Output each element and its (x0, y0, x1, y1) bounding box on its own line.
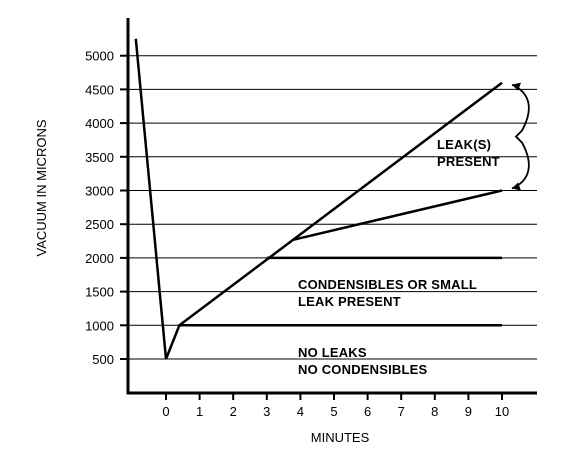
series-lines (134, 38, 503, 360)
axes (120, 18, 537, 400)
x-tick-label-0: 0 (162, 404, 169, 419)
brace-arrowhead-bottom (512, 182, 521, 191)
y-tick-label-2500: 2500 (85, 217, 114, 232)
x-tick-label-10: 10 (495, 404, 509, 419)
x-axis-title: MINUTES (311, 430, 370, 445)
y-tick-label-4000: 4000 (85, 116, 114, 131)
series-line-1 (134, 38, 503, 360)
y-tick-label-3500: 3500 (85, 150, 114, 165)
y-tick-label-4500: 4500 (85, 82, 114, 97)
y-tick-label-500: 500 (92, 352, 114, 367)
annotation-1-line-2: PRESENT (437, 154, 500, 169)
annotation-2-line-2: LEAK PRESENT (298, 294, 401, 309)
annotation-3-line-1: NO LEAKS (298, 345, 367, 360)
annotation-3-line-2: NO CONDENSIBLES (298, 362, 428, 377)
x-tick-label-5: 5 (330, 404, 337, 419)
annotations: LEAK(S) PRESENT CONDENSIBLES OR SMALL LEAK … (298, 137, 500, 377)
annotation-2-line-1: CONDENSIBLES OR SMALL (298, 277, 477, 292)
y-tick-label-1500: 1500 (85, 285, 114, 300)
tick-labels: 500 1000 1500 2000 2500 3000 3500 4000 4500 5000 0… (85, 49, 509, 419)
y-axis-title: VACUUM IN MICRONS (34, 119, 49, 256)
x-tick-label-2: 2 (230, 404, 237, 419)
x-tick-label-8: 8 (431, 404, 438, 419)
annotation-1-line-1: LEAK(S) (437, 137, 491, 152)
series-line-4 (293, 189, 503, 241)
y-tick-label-5000: 5000 (85, 49, 114, 64)
x-tick-label-7: 7 (398, 404, 405, 419)
y-tick-label-1000: 1000 (85, 318, 114, 333)
x-tick-label-6: 6 (364, 404, 371, 419)
brace-arrowhead-top (512, 82, 521, 91)
x-tick-label-1: 1 (196, 404, 203, 419)
y-tick-label-3000: 3000 (85, 184, 114, 199)
x-tick-label-4: 4 (297, 404, 304, 419)
leak-range-brace (511, 82, 530, 191)
y-tick-label-2000: 2000 (85, 251, 114, 266)
brace-curve (511, 83, 530, 190)
x-tick-label-3: 3 (263, 404, 270, 419)
x-tick-label-9: 9 (465, 404, 472, 419)
